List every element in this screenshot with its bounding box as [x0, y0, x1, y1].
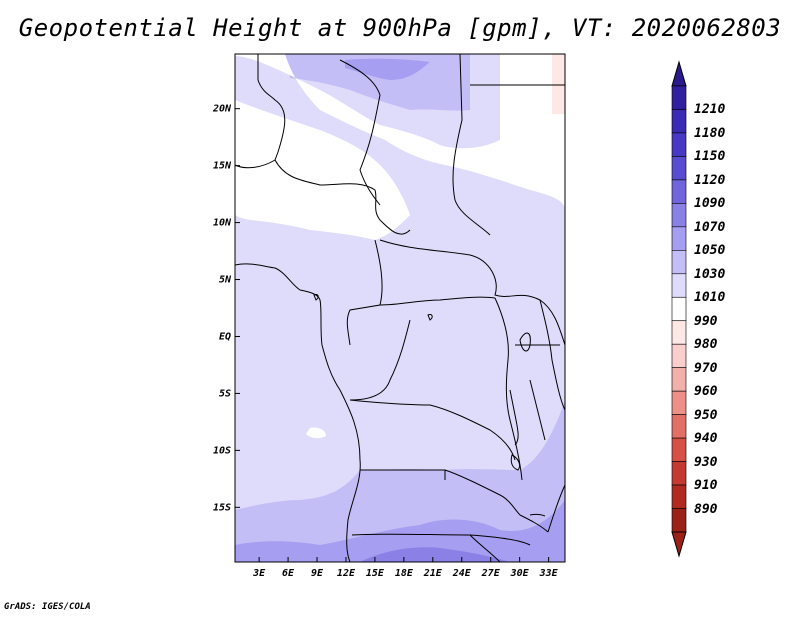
colorbar-label: 910 — [694, 478, 718, 494]
colorbar-label: 930 — [694, 454, 718, 470]
lon-tick-label: 30E — [510, 568, 530, 579]
plot-frame — [234, 53, 566, 563]
lon-tick-label: 27E — [481, 568, 501, 579]
colorbar-label: 1030 — [694, 266, 726, 282]
height-field-north-1050 — [345, 58, 430, 80]
height-field-north-1030 — [285, 54, 470, 111]
credit-text: GrADS: IGES/COLA — [4, 602, 91, 612]
colorbar-label: 1090 — [694, 196, 726, 212]
lon-tick-label: 18E — [395, 568, 414, 579]
colorbar-label: 1010 — [694, 290, 726, 306]
lon-tick-label: 15E — [366, 568, 385, 579]
lon-tick-label: 24E — [452, 568, 472, 579]
height-field-990-north — [235, 54, 565, 210]
height-field-990-sahel — [235, 100, 410, 240]
lat-tick-label: 5N — [219, 275, 232, 286]
lat-tick-label: EQ — [219, 331, 231, 342]
longitude-axis: 3E 6E 9E 12E 15E 18E 21E 24E 27E 30E 33E — [252, 557, 559, 579]
lat-tick-label: 10S — [213, 445, 231, 456]
colorbar-label: 1150 — [694, 149, 726, 165]
map-title: Geopotential Height at 900hPa [gpm], VT:… — [18, 14, 782, 42]
latitude-axis: 20N 15N 10N 5N EQ 5S 10S 15S — [212, 104, 240, 513]
lakes — [313, 294, 546, 517]
lat-tick-label: 15N — [213, 161, 232, 172]
colorbar-label: 1210 — [694, 102, 726, 118]
lat-tick-label: 10N — [213, 218, 232, 229]
lon-tick-label: 21E — [423, 568, 443, 579]
lon-tick-label: 3E — [252, 568, 266, 579]
colorbar-label: 1120 — [694, 172, 726, 188]
lat-tick-label: 20N — [212, 104, 232, 115]
lon-tick-label: 12E — [337, 568, 356, 579]
colorbar-label: 950 — [694, 407, 718, 423]
colorbar-label: 1050 — [694, 243, 726, 259]
colorbar-label: 990 — [694, 313, 718, 329]
lat-tick-label: 15S — [213, 502, 231, 513]
height-field-980-corner — [552, 54, 565, 114]
height-field-1030 — [235, 400, 565, 562]
colorbar-label: 890 — [694, 501, 718, 517]
colorbar-label: 980 — [694, 337, 718, 353]
lon-tick-label: 9E — [311, 568, 324, 579]
lon-tick-label: 6E — [282, 568, 295, 579]
colorbar-label: 940 — [694, 431, 718, 447]
colorbar-label: 960 — [694, 384, 718, 400]
lat-tick-label: 5S — [219, 388, 231, 399]
coastlines-borders — [234, 53, 566, 563]
lon-tick-label: 33E — [539, 568, 559, 579]
colorbar-label: 1070 — [694, 219, 726, 235]
height-field-1070 — [360, 547, 510, 562]
colorbar-label: 970 — [694, 360, 718, 376]
height-field-990-small — [306, 427, 326, 439]
colorbar-label: 1180 — [694, 125, 726, 141]
